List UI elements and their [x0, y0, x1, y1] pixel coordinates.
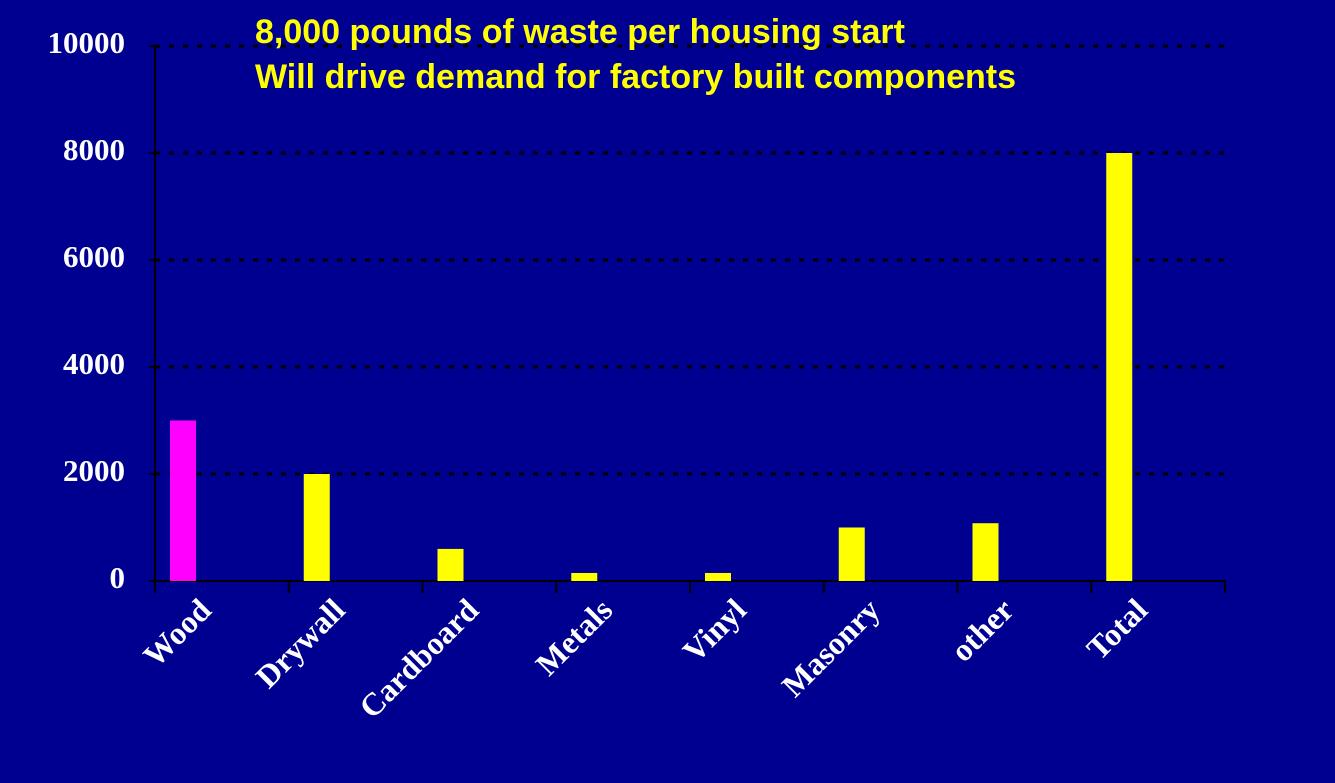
y-tick-label: 8000 — [63, 132, 125, 167]
bar — [170, 420, 196, 581]
chart-title: 8,000 pounds of waste per housing start — [255, 13, 905, 51]
y-tick-label: 2000 — [63, 453, 125, 488]
bar — [838, 527, 865, 581]
bar — [1106, 153, 1133, 581]
bar — [972, 523, 999, 581]
bar — [705, 572, 731, 581]
y-tick-label: 4000 — [63, 346, 125, 381]
bar — [437, 548, 464, 581]
y-tick-label: 0 — [110, 560, 126, 595]
y-tick-label: 10000 — [48, 25, 126, 60]
chart-title: Will drive demand for factory built comp… — [255, 58, 1016, 96]
bar — [303, 474, 330, 581]
bar — [571, 572, 598, 581]
y-tick-label: 6000 — [63, 239, 125, 274]
